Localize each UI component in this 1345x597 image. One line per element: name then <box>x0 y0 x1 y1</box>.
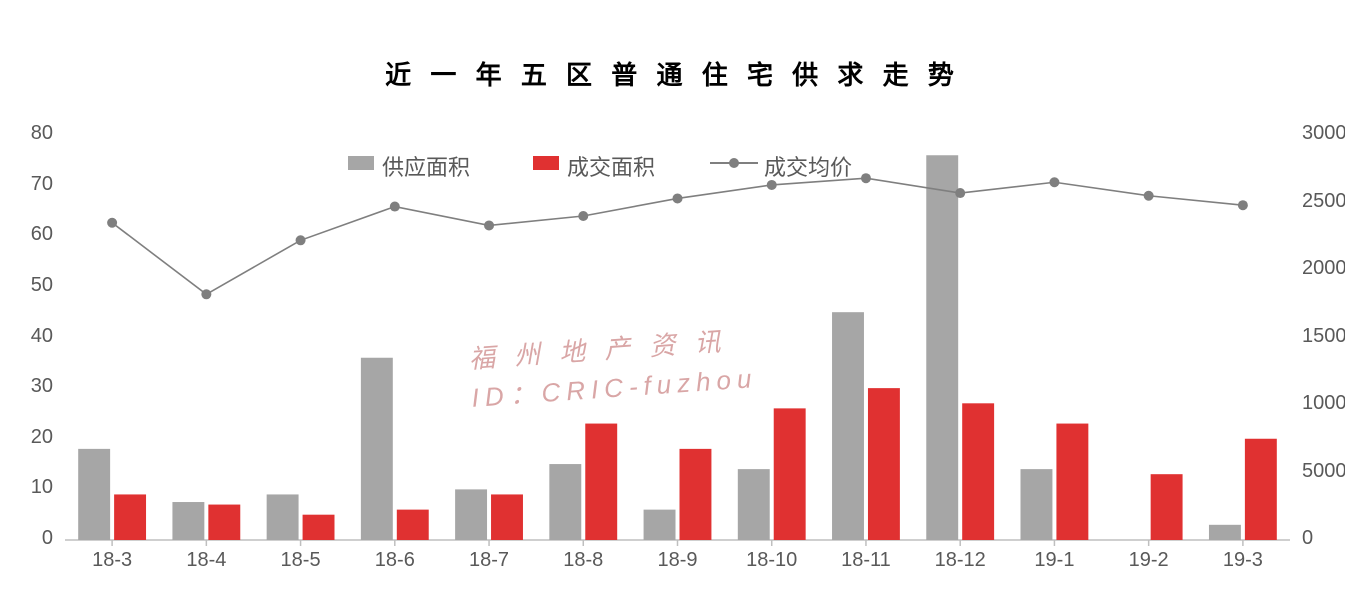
legend-price-marker <box>729 158 739 168</box>
x-tick-label: 18-11 <box>826 549 906 572</box>
y-left-tick-label: 0 <box>42 527 53 550</box>
legend-supply-swatch <box>348 156 374 170</box>
bar-deal <box>680 449 712 540</box>
y-left-tick-label: 80 <box>31 122 53 145</box>
bar-deal <box>868 388 900 540</box>
legend-deal-label: 成交面积 <box>567 150 655 182</box>
marker-price <box>296 235 306 245</box>
bar-supply <box>549 464 581 540</box>
y-left-tick-label: 10 <box>31 476 53 499</box>
bar-supply <box>172 502 204 540</box>
legend-price-label: 成交均价 <box>764 150 852 182</box>
x-tick-label: 19-3 <box>1203 549 1283 572</box>
x-tick-label: 18-10 <box>732 549 812 572</box>
bar-deal <box>1056 424 1088 540</box>
y-right-tick-label: 10000 <box>1302 392 1345 415</box>
marker-price <box>955 188 965 198</box>
y-left-tick-label: 20 <box>31 426 53 449</box>
marker-price <box>390 202 400 212</box>
marker-price <box>861 173 871 183</box>
bar-supply <box>644 510 676 540</box>
x-tick-label: 18-8 <box>543 549 623 572</box>
bar-supply <box>1021 469 1053 540</box>
x-tick-label: 18-7 <box>449 549 529 572</box>
chart-plot <box>0 0 1345 597</box>
x-tick-label: 18-12 <box>920 549 1000 572</box>
y-right-tick-label: 25000 <box>1302 190 1345 213</box>
bar-deal <box>1151 474 1183 540</box>
bar-deal <box>962 403 994 540</box>
y-left-tick-label: 40 <box>31 325 53 348</box>
bar-supply <box>78 449 110 540</box>
bar-supply <box>361 358 393 540</box>
legend-supply-label: 供应面积 <box>382 150 470 182</box>
x-tick-label: 19-1 <box>1014 549 1094 572</box>
bar-deal <box>774 408 806 540</box>
y-right-tick-label: 0 <box>1302 527 1313 550</box>
x-tick-label: 19-2 <box>1109 549 1189 572</box>
bar-supply <box>455 489 487 540</box>
y-left-tick-label: 60 <box>31 223 53 246</box>
x-tick-label: 18-6 <box>355 549 435 572</box>
marker-price <box>484 220 494 230</box>
y-left-tick-label: 30 <box>31 375 53 398</box>
bar-deal <box>397 510 429 540</box>
y-right-tick-label: 30000 <box>1302 122 1345 145</box>
marker-price <box>578 211 588 221</box>
y-right-tick-label: 5000 <box>1302 460 1345 483</box>
bar-deal <box>585 424 617 540</box>
marker-price <box>673 193 683 203</box>
legend-deal-swatch <box>533 156 559 170</box>
bar-deal <box>114 494 146 540</box>
marker-price <box>201 289 211 299</box>
bar-supply <box>267 494 299 540</box>
y-right-tick-label: 15000 <box>1302 325 1345 348</box>
bar-deal <box>208 505 240 540</box>
bar-supply <box>738 469 770 540</box>
x-tick-label: 18-9 <box>638 549 718 572</box>
bar-supply <box>1209 525 1241 540</box>
x-tick-label: 18-3 <box>72 549 152 572</box>
marker-price <box>1144 191 1154 201</box>
y-right-tick-label: 20000 <box>1302 257 1345 280</box>
bar-supply <box>926 155 958 540</box>
bar-deal <box>1245 439 1277 540</box>
marker-price <box>107 218 117 228</box>
y-left-tick-label: 50 <box>31 274 53 297</box>
bar-deal <box>491 494 523 540</box>
marker-price <box>1049 177 1059 187</box>
bar-supply <box>832 312 864 540</box>
marker-price <box>1238 200 1248 210</box>
chart-root: 近 一 年 五 区 普 通 住 宅 供 求 走 势 福 州 地 产 资 讯 ID… <box>0 0 1345 597</box>
y-left-tick-label: 70 <box>31 173 53 196</box>
x-tick-label: 18-5 <box>261 549 341 572</box>
x-tick-label: 18-4 <box>166 549 246 572</box>
bar-deal <box>303 515 335 540</box>
